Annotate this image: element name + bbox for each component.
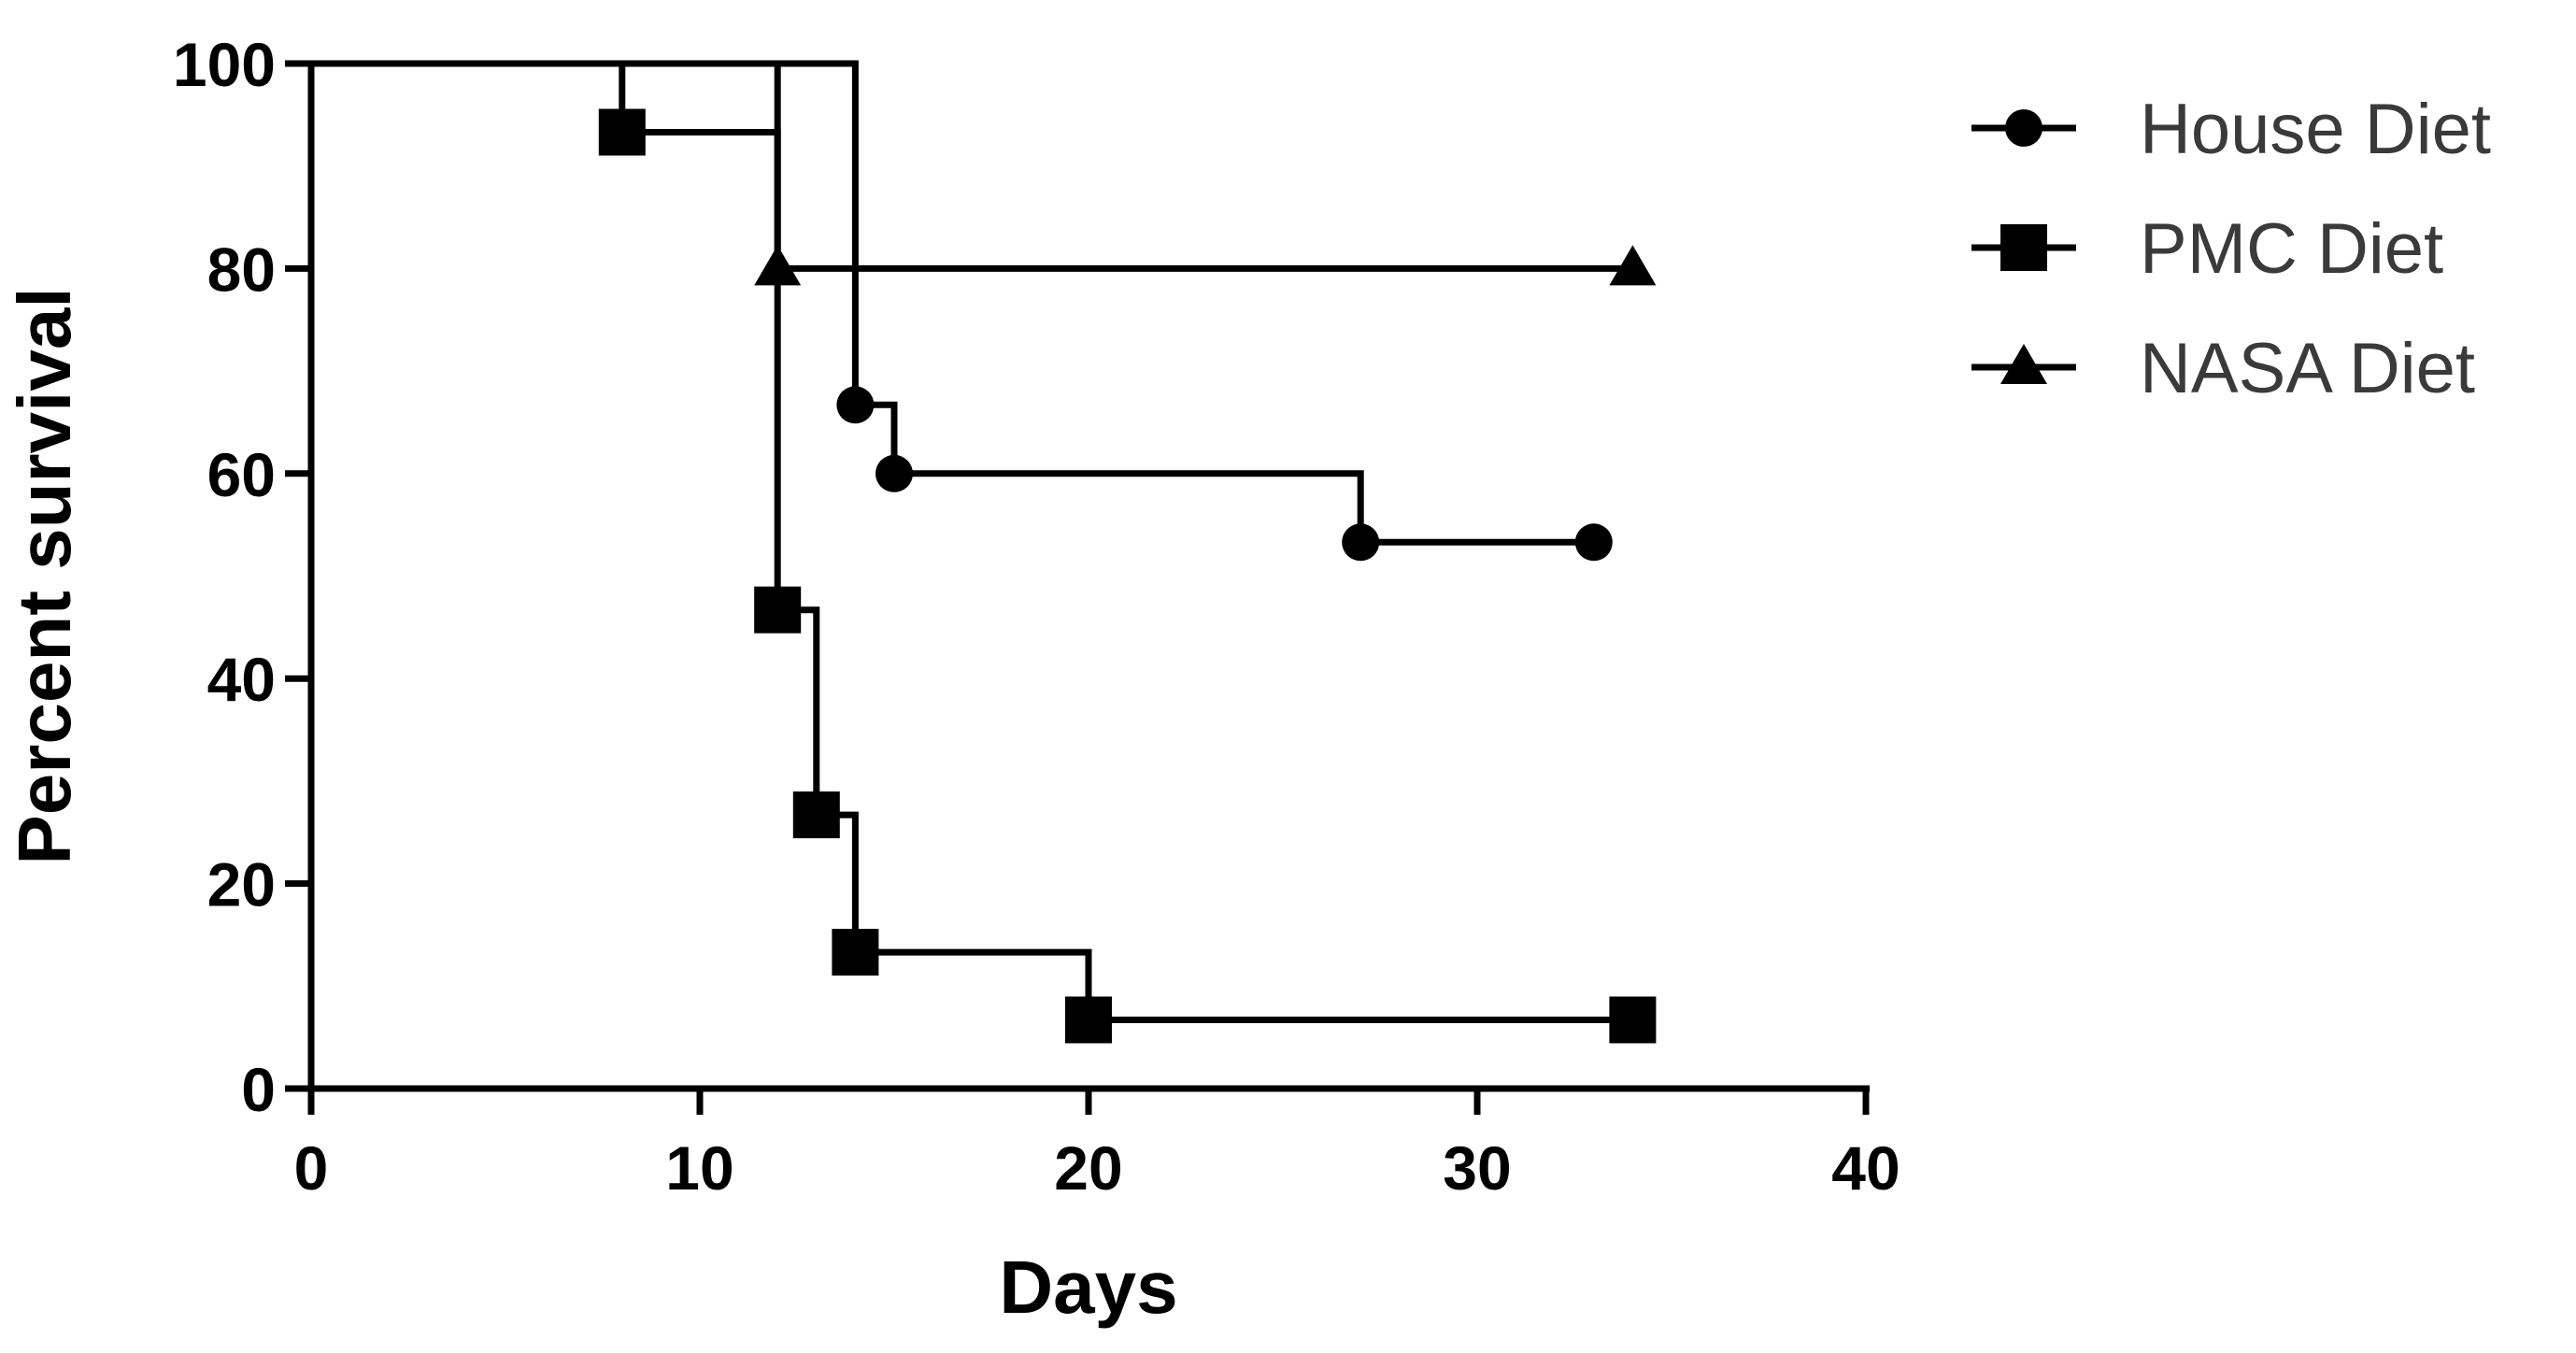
data-point [792, 791, 840, 839]
series-circle [311, 60, 1613, 562]
x-tick-label: 10 [665, 1133, 733, 1203]
legend-item: NASA Diet [1971, 329, 2475, 408]
y-tick-label: 0 [241, 1055, 276, 1124]
data-point [875, 454, 913, 492]
data-point [836, 386, 875, 424]
data-point [1609, 245, 1657, 286]
x-tick-label: 30 [1443, 1133, 1511, 1203]
y-tick-label: 20 [207, 850, 276, 919]
x-tick-label: 40 [1831, 1133, 1900, 1203]
legend-marker [2000, 344, 2047, 384]
legend-marker [2000, 224, 2047, 271]
legend-item: House Diet [1971, 90, 2491, 169]
y-axis-title: Percent survival [3, 287, 86, 864]
series-triangle [311, 60, 1657, 286]
data-point [1342, 523, 1380, 562]
ticks-layer: 0 20 40 60 80 100 0 10 20 30 40 [173, 30, 1900, 1203]
y-tick-label: 80 [207, 235, 276, 304]
data-point [1065, 996, 1112, 1044]
series-layer [311, 60, 1657, 1044]
series-line [311, 60, 1633, 272]
y-tick-label: 100 [173, 30, 276, 99]
legend-label: NASA Diet [2140, 329, 2475, 408]
data-point [832, 929, 879, 976]
data-point [598, 108, 646, 156]
series-square [311, 60, 1657, 1044]
legend-marker [2005, 109, 2042, 147]
legend-label: PMC Diet [2140, 209, 2443, 289]
y-tick-label: 40 [207, 645, 276, 714]
x-tick-label: 20 [1054, 1133, 1122, 1203]
legend-label: House Diet [2140, 90, 2491, 169]
x-axis-title: Days [999, 1246, 1177, 1329]
series-line [311, 60, 1594, 546]
axes-layer [307, 61, 1870, 1092]
y-tick-label: 60 [207, 440, 276, 509]
legend: House Diet PMC Diet NASA Diet [1971, 90, 2491, 408]
legend-item: PMC Diet [1971, 209, 2443, 289]
data-point [1609, 996, 1657, 1044]
data-point [754, 586, 802, 634]
data-point [754, 245, 802, 286]
x-tick-label: 0 [294, 1133, 329, 1203]
data-point [1574, 523, 1613, 562]
